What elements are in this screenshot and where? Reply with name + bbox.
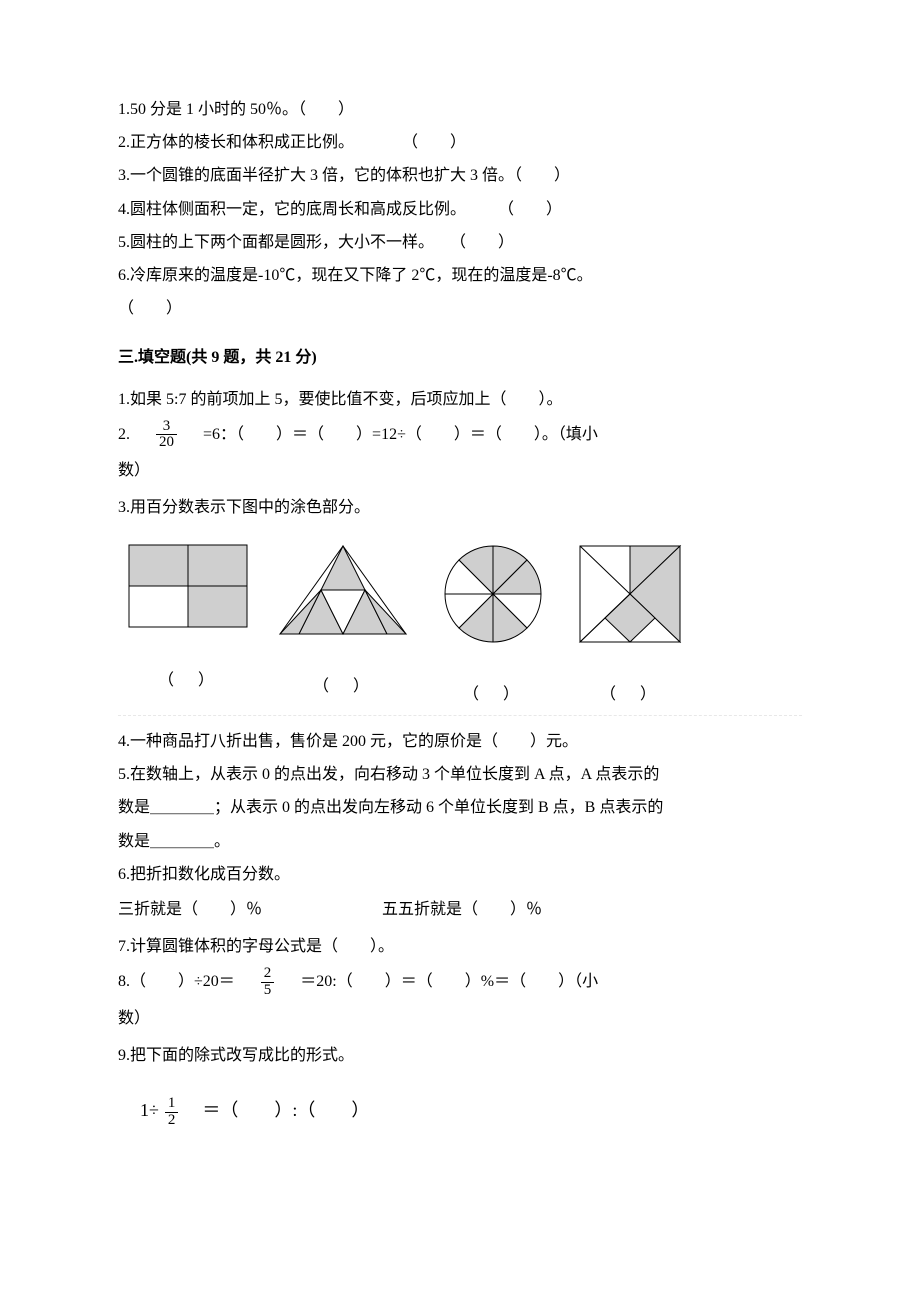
divider [118,714,802,716]
fig-pie [438,544,548,644]
fill-q5b: 数是＿＿＿＿；从表示 0 的点出发向左移动 6 个单位长度到 B 点，B 点表示… [118,794,802,821]
q6-row: 三折就是（ ）％ 五五折就是（ ）％ [118,896,802,923]
fig-rect-wrap: （ ） [128,544,248,708]
tf-q3: 3.一个圆锥的底面半径扩大 3 倍，它的体积也扩大 3 倍。（ ） [118,162,802,189]
tf-q1: 1.50 分是 1 小时的 50％。（ ） [118,96,802,123]
fig-pie-cap: （ ） [438,681,548,708]
fig-tri-wrap: （ ） [278,544,408,708]
fill-q3: 3.用百分数表示下图中的涂色部分。 [118,494,802,521]
q8-post: ＝20:（ ）＝（ ）%＝（ ）（小 [284,973,598,990]
tf-q6b: （ ） [118,295,802,322]
figures-row: （ ） [128,544,802,708]
fraction-2-5: 2 5 [261,966,275,999]
tf-q6a: 6.冷库原来的温度是-10℃，现在又下降了 2℃，现在的温度是-8℃。 [118,262,802,289]
q6-a: 三折就是（ ）％ [118,896,262,923]
frac-num: 2 [261,966,275,983]
fill-q1: 1.如果 5:7 的前项加上 5，要使比值不变，后项应加上（ ）。 [118,386,802,413]
q6-b: 五五折就是（ ）％ [382,896,542,923]
fraction-1-2: 1 2 [165,1096,179,1129]
fig-tri [278,544,408,636]
fig-pie-wrap: （ ） [438,544,548,708]
tf-q2: 2.正方体的棱长和体积成正比例。 （ ） [118,129,802,156]
fill-q9: 9.把下面的除式改写成比的形式。 [118,1042,802,1069]
q10-post: ＝（ ）:（ ） [184,1100,369,1120]
fill-q4: 4.一种商品打八折出售，售价是 200 元，它的原价是（ ）元。 [118,728,802,755]
section3-heading: 三.填空题(共 9 题，共 21 分) [118,344,802,371]
fig-sq-wrap: （ ） [578,544,682,708]
fig-tri-cap: （ ） [278,673,408,700]
tf-q4: 4.圆柱体侧面积一定，它的底周长和高成反比例。 （ ） [118,196,802,223]
fig-rect [128,544,248,630]
fill-q5a: 5.在数轴上，从表示 0 的点出发，向右移动 3 个单位长度到 A 点，A 点表… [118,761,802,788]
fill-q2b: 数） [118,457,802,484]
q10-pre: 1÷ [140,1100,159,1120]
fill-q10: 1÷ 1 2 ＝（ ）:（ ） [140,1095,802,1128]
tf-q5: 5.圆柱的上下两个面都是圆形，大小不一样。 （ ） [118,229,802,256]
fill-q6: 6.把折扣数化成百分数。 [118,861,802,888]
frac-den: 5 [261,983,275,999]
fig-rect-cap: （ ） [128,667,248,694]
fill-q2: 2. 3 20 =6：（ ）＝（ ）=12÷（ ）＝（ ）。（填小 [118,419,802,452]
frac-num: 3 [156,419,177,436]
fig-sq [578,544,682,644]
fraction-3-20: 3 20 [156,419,177,452]
frac-den: 2 [165,1113,179,1129]
fill-q8: 8.（ ）÷20＝ 2 5 ＝20:（ ）＝（ ）%＝（ ）（小 [118,966,802,999]
frac-den: 20 [156,435,177,451]
fill-q5c: 数是＿＿＿＿。 [118,828,802,855]
fill-q7: 7.计算圆锥体积的字母公式是（ ）。 [118,933,802,960]
q2-post: =6：（ ）＝（ ）=12÷（ ）＝（ ）。（填小 [187,426,598,443]
q2-pre: 2. [118,426,146,443]
q8-pre: 8.（ ）÷20＝ [118,973,251,990]
frac-num: 1 [165,1096,179,1113]
fig-sq-cap: （ ） [578,681,682,708]
fill-q8b: 数） [118,1005,802,1032]
